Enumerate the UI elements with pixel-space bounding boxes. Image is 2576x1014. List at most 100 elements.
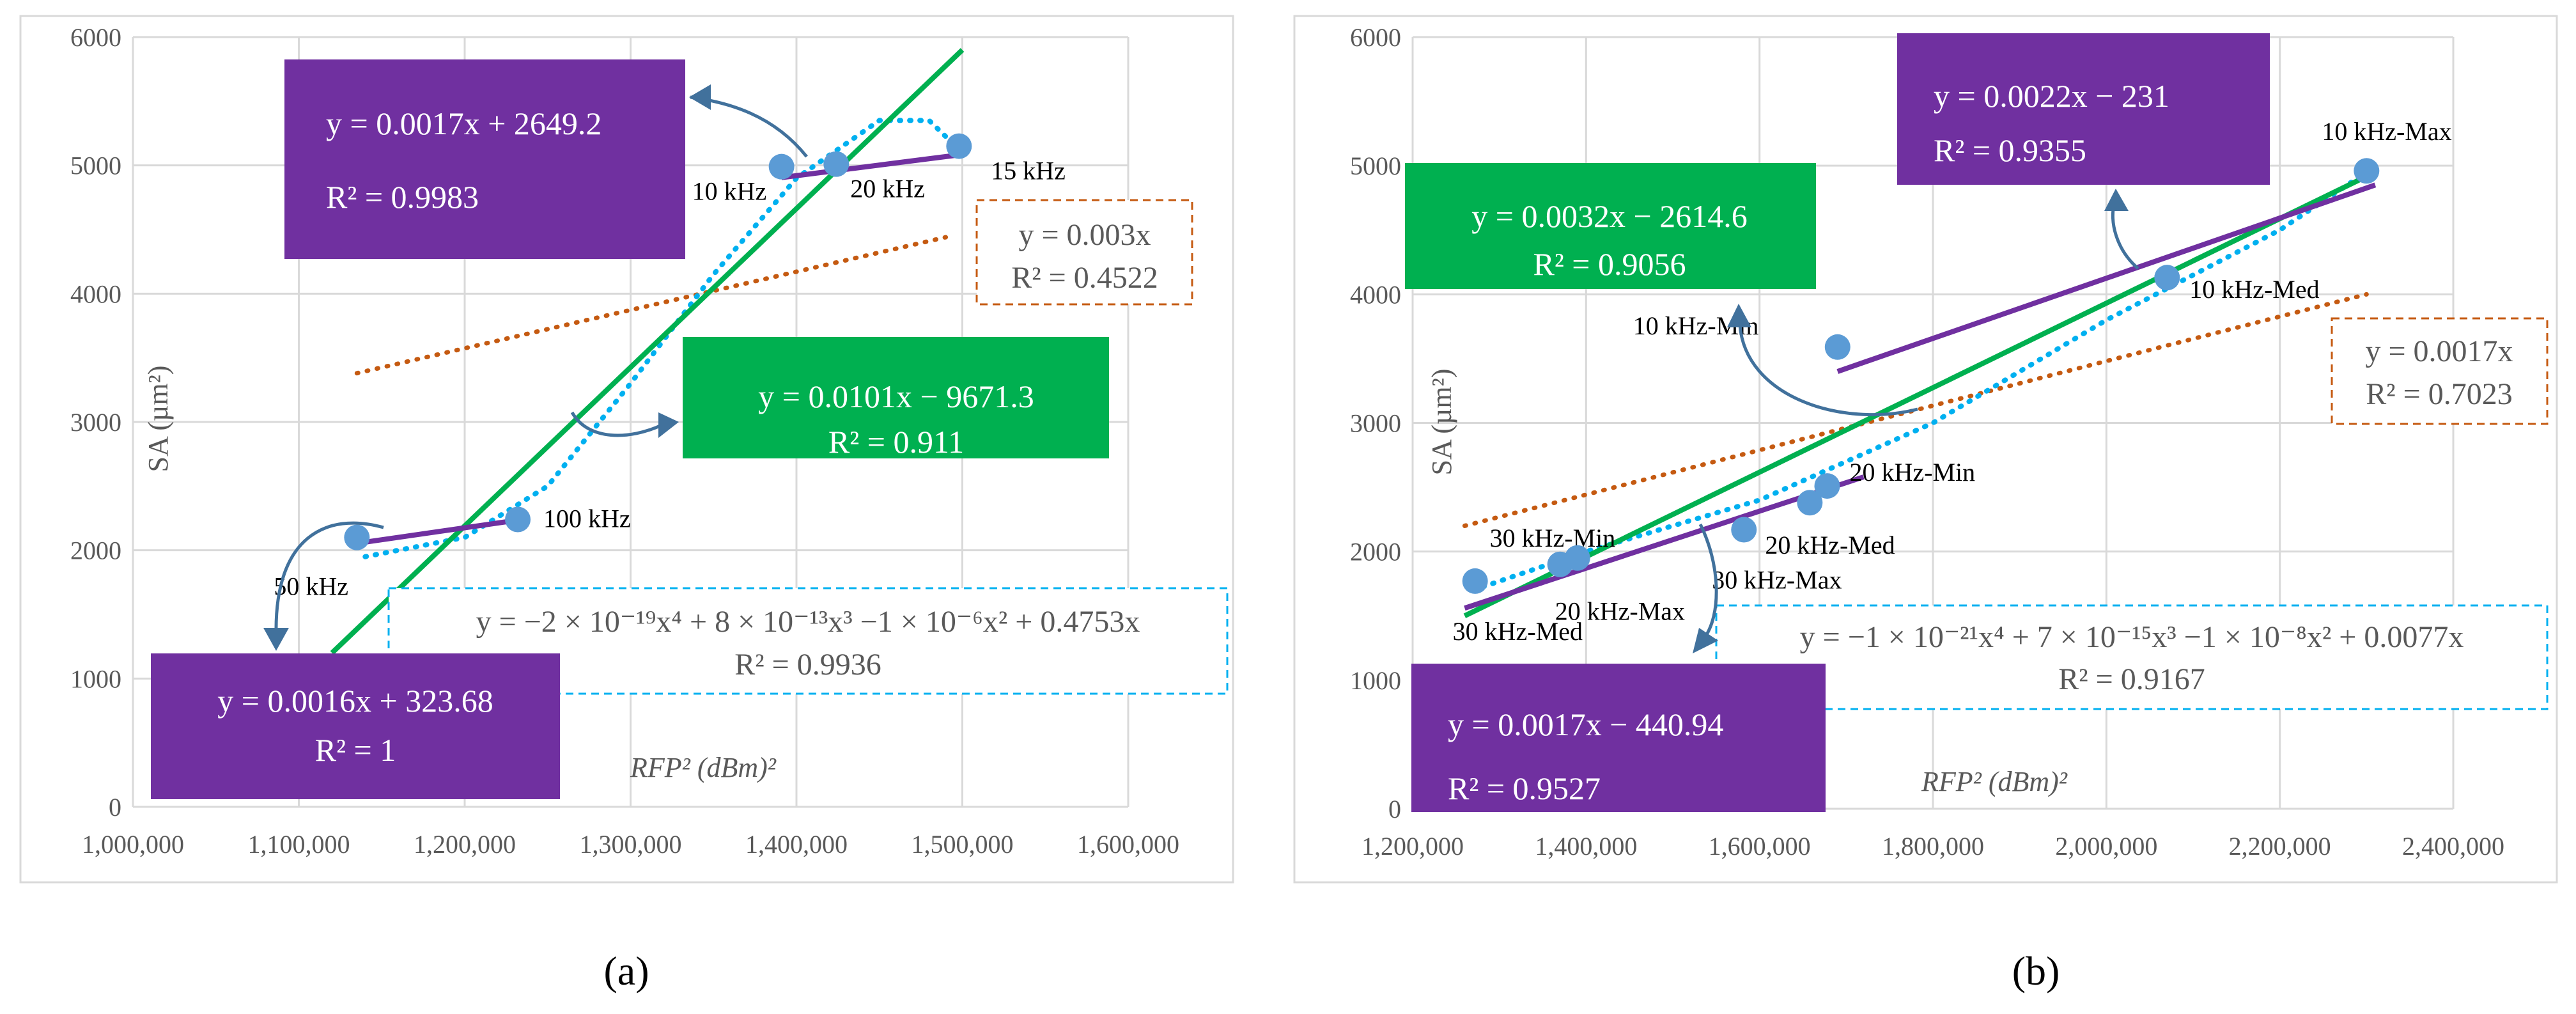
y-tick-label-a: 4000	[70, 279, 121, 308]
fit-r2-b-prop: R² = 0.7023	[2366, 377, 2512, 411]
y-tick-label-b: 4000	[1350, 280, 1401, 309]
y-tick-label-a: 6000	[70, 23, 121, 52]
fit-eq-a-high: y = 0.0017x + 2649.2	[326, 105, 601, 141]
x-tick-label-b: 2,400,000	[2402, 832, 2504, 861]
data-point-label-a: 100 kHz	[543, 504, 631, 533]
fit-box-a-low	[151, 653, 560, 799]
data-point-label-b: 30 kHz-Max	[1712, 565, 1842, 594]
fit-eq-b-low: y = 0.0017x − 440.94	[1448, 706, 1723, 742]
fit-eq-b-all: y = 0.0032x − 2614.6	[1471, 198, 1747, 234]
x-tick-label-b: 2,200,000	[2229, 832, 2331, 861]
fit-eq-a-poly: y = −2 × 10⁻¹⁹x⁴ + 8 × 10⁻¹³x³ −1 × 10⁻⁶…	[476, 605, 1140, 639]
x-axis-label-b: RFP² (dBm)²	[1921, 766, 2068, 797]
data-point-label-b: 10 kHz-Max	[2322, 117, 2451, 146]
data-point-b	[1797, 490, 1823, 516]
trendline-polynomial-a	[362, 118, 965, 559]
data-point-a	[823, 151, 850, 177]
data-point-b	[1814, 473, 1840, 499]
arrow-a-all	[570, 411, 663, 437]
arrow-b-low-head	[1693, 628, 1718, 653]
fit-box-b-prop	[2331, 317, 2549, 425]
y-tick-label-a: 1000	[70, 664, 121, 693]
fit-box-a-high	[284, 59, 685, 259]
fit-eq-a-all: y = 0.0101x − 9671.3	[758, 378, 1034, 414]
x-tick-label-a: 1,400,000	[745, 830, 848, 859]
y-tick-label-a: 5000	[70, 152, 121, 180]
fit-r2-a-prop: R² = 0.4522	[1011, 261, 1158, 295]
y-tick-label-b: 3000	[1350, 409, 1401, 438]
y-tick-label-b: 6000	[1350, 23, 1401, 52]
arrow-b-all-head	[1727, 304, 1751, 327]
data-point-b	[1564, 545, 1590, 571]
x-tick-label-a: 1,200,000	[414, 830, 516, 859]
data-point-label-b: 10 kHz-Med	[2189, 275, 2319, 304]
y-tick-label-a: 0	[109, 793, 121, 822]
x-tick-label-b: 1,800,000	[1882, 832, 1984, 861]
fit-r2-a-high: R² = 0.9983	[326, 179, 479, 215]
y-axis-label-a: SA (µm²)	[143, 366, 174, 472]
data-point-label-b: 30 kHz-Min	[1490, 524, 1616, 552]
data-point-label-a: 50 kHz	[274, 572, 348, 601]
x-tick-label-a: 1,000,000	[82, 830, 184, 859]
trendline-all-a	[330, 48, 965, 655]
x-tick-label-a: 1,600,000	[1077, 830, 1179, 859]
data-point-a	[768, 153, 795, 180]
y-tick-label-a: 2000	[70, 536, 121, 565]
trendline-low-b	[1464, 474, 1865, 611]
trendline-polynomial-b	[1470, 169, 2370, 593]
y-tick-label-a: 3000	[70, 408, 121, 437]
y-tick-label-b: 0	[1388, 795, 1401, 823]
data-point-b	[1824, 334, 1851, 360]
data-point-label-b: 20 kHz-Min	[1849, 458, 1975, 487]
x-axis-label-a: RFP² (dBm)²	[630, 752, 777, 783]
arrow-a-low	[274, 521, 384, 634]
x-tick-label-a: 1,100,000	[248, 830, 350, 859]
data-point-a	[946, 133, 972, 159]
arrow-a-all-head	[658, 412, 679, 438]
trendline-all-b	[1463, 169, 2377, 618]
arrow-b-high-head	[2104, 189, 2129, 211]
fit-r2-b-poly: R² = 0.9167	[2058, 662, 2205, 696]
fit-eq-a-low: y = 0.0016x + 323.68	[217, 683, 493, 719]
fit-eq-b-poly: y = −1 × 10⁻²¹x⁴ + 7 × 10⁻¹⁵x³ −1 × 10⁻⁸…	[1800, 620, 2464, 654]
y-axis-label-b: SA (µm²)	[1426, 369, 1457, 476]
fit-eq-b-high: y = 0.0022x − 231	[1934, 78, 2169, 114]
x-tick-label-a: 1,300,000	[580, 830, 682, 859]
data-point-b	[2154, 265, 2180, 291]
fit-eq-a-prop: y = 0.003x	[1018, 218, 1151, 252]
fit-box-b-all	[1405, 163, 1816, 289]
x-tick-label-b: 1,600,000	[1709, 832, 1811, 861]
trendline-high-a	[781, 152, 963, 180]
fit-r2-a-poly: R² = 0.9936	[734, 648, 881, 682]
panel-label-a: (a)	[603, 948, 649, 994]
data-point-b	[1731, 517, 1757, 543]
arrow-a-low-head	[263, 628, 289, 651]
fit-r2-b-all: R² = 0.9056	[1533, 246, 1686, 282]
fit-eq-b-prop: y = 0.0017x	[2365, 334, 2513, 368]
data-point-label-a: 10 kHz	[692, 177, 767, 206]
y-tick-label-b: 2000	[1350, 538, 1401, 566]
data-point-label-b: 20 kHz-Med	[1765, 531, 1895, 559]
trendline-proportional-b	[1462, 292, 2369, 528]
fit-box-a-prop	[975, 199, 1193, 306]
panel-label-b: (b)	[2012, 948, 2060, 994]
fit-r2-b-high: R² = 0.9355	[1934, 132, 2086, 168]
y-tick-label-b: 1000	[1350, 666, 1401, 695]
data-point-b	[2354, 158, 2380, 184]
x-tick-label-b: 1,200,000	[1362, 832, 1464, 861]
data-point-a	[344, 524, 370, 550]
fit-box-b-high	[1897, 33, 2270, 185]
data-point-a	[505, 506, 531, 533]
arrow-b-all	[1738, 324, 1918, 417]
y-tick-label-b: 5000	[1350, 152, 1401, 180]
fit-r2-a-all: R² = 0.911	[828, 424, 964, 460]
arrow-a-high-head	[689, 84, 711, 110]
x-tick-label-a: 1,500,000	[912, 830, 1014, 859]
trendline-high-b	[1836, 182, 2377, 374]
data-point-b	[1462, 568, 1488, 594]
trendline-low-a	[356, 517, 518, 546]
fit-r2-a-low: R² = 1	[315, 732, 396, 768]
data-point-label-a: 20 kHz	[850, 175, 925, 203]
x-tick-label-b: 2,000,000	[2055, 832, 2157, 861]
x-tick-label-b: 1,400,000	[1535, 832, 1637, 861]
